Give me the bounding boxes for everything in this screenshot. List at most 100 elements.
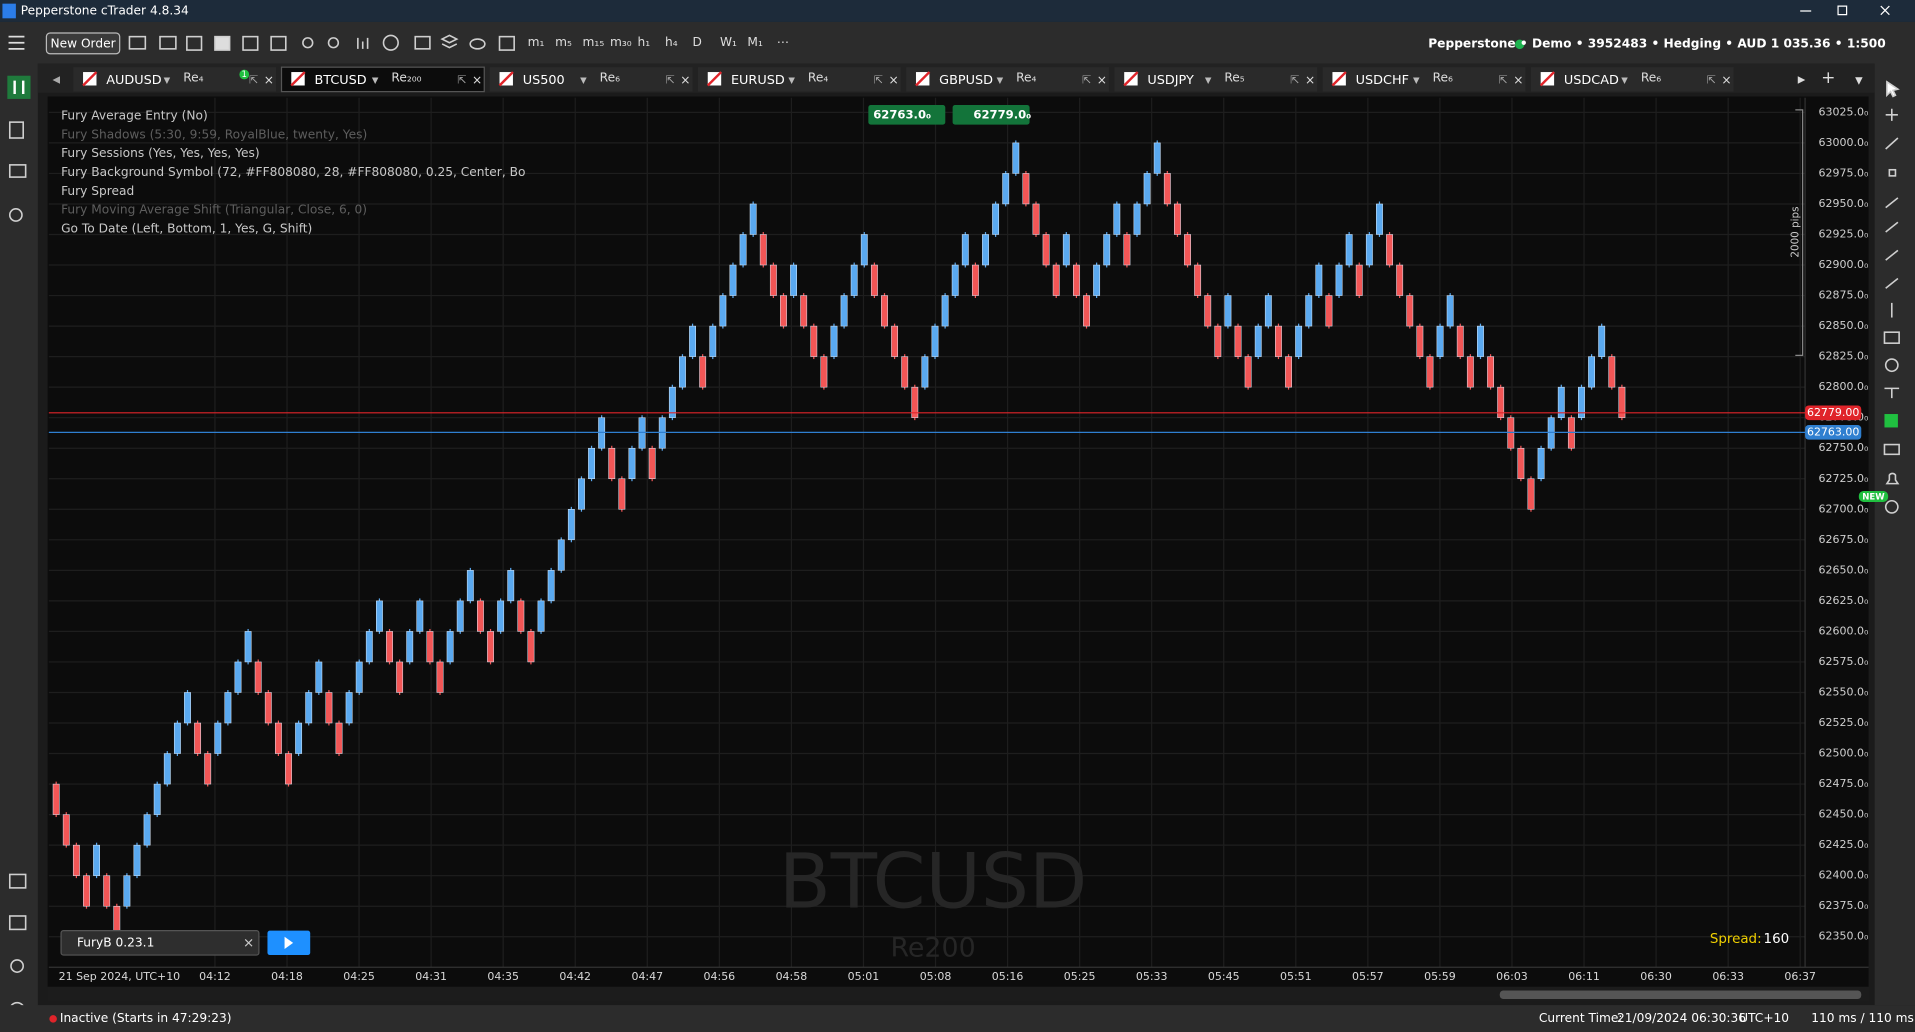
- renko-brick: [1618, 386, 1626, 418]
- sidebar-icons[interactable]: [7, 75, 31, 1019]
- renko-brick: [1335, 264, 1343, 296]
- indicator-label[interactable]: Fury Sessions (Yes, Yes, Yes, Yes): [61, 146, 260, 160]
- new-order-button[interactable]: [45, 32, 121, 55]
- tabs-scroll-right[interactable]: ▶: [1798, 74, 1806, 85]
- more-button[interactable]: ⋯: [777, 35, 789, 49]
- tab-timeframe[interactable]: Re₄: [808, 71, 828, 85]
- tab-close[interactable]: ×: [1721, 73, 1731, 87]
- tab[interactable]: [280, 66, 485, 93]
- timeframe-button[interactable]: W₁: [720, 35, 737, 49]
- scrollbar-thumb[interactable]: [1499, 990, 1862, 1000]
- timeframe-button[interactable]: m₃₀: [610, 35, 632, 49]
- tabs-menu[interactable]: ▼: [1855, 76, 1863, 87]
- tab-close[interactable]: ×: [888, 73, 898, 87]
- tab-close[interactable]: ×: [680, 73, 690, 87]
- renko-brick: [335, 722, 343, 754]
- renko-brick: [1093, 264, 1101, 296]
- tab[interactable]: [697, 67, 901, 92]
- tab-popout[interactable]: ⇱: [874, 74, 883, 87]
- tab-popout[interactable]: ⇱: [1290, 74, 1299, 87]
- timeframe-button[interactable]: m₁₅: [583, 35, 605, 49]
- timeframe-button[interactable]: D: [692, 35, 701, 49]
- tab-popout[interactable]: ⇱: [457, 74, 466, 87]
- renko-brick: [608, 447, 616, 479]
- indicator-label[interactable]: Fury Moving Average Shift (Triangular, C…: [61, 203, 367, 217]
- tab-popout[interactable]: ⇱: [249, 74, 258, 87]
- renko-brick: [507, 570, 515, 602]
- sell-button[interactable]: [868, 105, 946, 125]
- renko-brick: [517, 600, 525, 632]
- menu-button[interactable]: [8, 35, 25, 50]
- toolbar-icons[interactable]: [128, 34, 515, 51]
- tab-popout[interactable]: ⇱: [1499, 74, 1508, 87]
- bot-close[interactable]: ×: [243, 936, 254, 951]
- tab-timeframe[interactable]: Re₆: [1433, 71, 1453, 85]
- tab-timeframe[interactable]: Re₆: [600, 71, 620, 85]
- tab-timeframe[interactable]: Re₆: [1641, 71, 1661, 85]
- tab-arrow: ▼: [372, 76, 379, 86]
- add-tab[interactable]: +: [1821, 68, 1835, 88]
- renko-brick: [1275, 325, 1282, 357]
- tab[interactable]: [489, 67, 693, 92]
- renko-brick: [305, 692, 313, 724]
- timeframe-button[interactable]: h₄: [665, 35, 678, 49]
- indicator-label[interactable]: Go To Date (Left, Bottom, 1, Yes, G, Shi…: [61, 221, 312, 235]
- tab[interactable]: [1114, 67, 1318, 92]
- indicator-label[interactable]: Fury Average Entry (No): [61, 109, 208, 123]
- tab-timeframe[interactable]: Re₄: [1016, 71, 1036, 85]
- spread-value: 160: [1764, 932, 1790, 947]
- indicator-label[interactable]: Fury Background Symbol (72, #FF808080, 2…: [61, 165, 525, 179]
- tab[interactable]: [906, 67, 1109, 92]
- y-tick-label: 62850.0₀: [1819, 319, 1869, 332]
- tab-symbol: GBPUSD: [939, 73, 993, 88]
- tab-popout[interactable]: ⇱: [1082, 74, 1091, 87]
- timeframe-button[interactable]: m₁: [528, 35, 545, 49]
- renko-brick: [52, 783, 60, 815]
- tab-popout[interactable]: ⇱: [666, 74, 675, 87]
- window-controls[interactable]: [1800, 5, 1890, 16]
- renko-brick: [466, 570, 474, 602]
- renko-brick: [1305, 295, 1313, 327]
- bid-price-tag: [1805, 425, 1862, 440]
- y-tick-label: 62750.0₀: [1819, 441, 1869, 454]
- x-tick-label: 05:16: [992, 970, 1024, 983]
- tab-timeframe[interactable]: Re₄: [183, 71, 203, 85]
- bot-selector[interactable]: [60, 930, 260, 956]
- buy-button[interactable]: [952, 105, 1030, 125]
- chart-area: [47, 96, 1869, 987]
- renko-brick: [416, 600, 424, 632]
- renko-brick: [911, 386, 919, 418]
- x-tick-label: 04:35: [487, 970, 519, 983]
- indicator-label[interactable]: Fury Spread: [61, 184, 134, 198]
- tab-symbol: US500: [523, 73, 565, 88]
- tab-close[interactable]: ×: [1513, 73, 1523, 87]
- renko-brick: [194, 722, 202, 754]
- drawing-tools[interactable]: [1883, 80, 1900, 514]
- watermark-symbol: BTCUSD: [779, 838, 1087, 926]
- left-sidebar: [0, 63, 38, 1032]
- tab-close[interactable]: ×: [1305, 73, 1315, 87]
- timeframe-button[interactable]: h₁: [638, 35, 651, 49]
- renko-brick: [1184, 234, 1191, 266]
- tab-close[interactable]: ×: [1097, 73, 1107, 87]
- timeframe-button[interactable]: M₁: [747, 35, 763, 49]
- tab-popout[interactable]: ⇱: [1707, 74, 1716, 87]
- tab-timeframe[interactable]: Re₅: [1224, 71, 1244, 85]
- indicator-label[interactable]: Fury Shadows (5:30, 9:59, RoyalBlue, twe…: [61, 127, 367, 141]
- renko-brick: [1436, 325, 1444, 357]
- tab-close[interactable]: ×: [264, 73, 274, 87]
- latency: 110 ms / 110 ms: [1811, 1011, 1914, 1025]
- tab-close[interactable]: ×: [472, 73, 482, 87]
- timeframe-button[interactable]: m₅: [555, 35, 572, 49]
- tab-arrow: ▼: [164, 76, 171, 86]
- pips-ruler: [1795, 109, 1804, 357]
- tabs-scroll-left[interactable]: ◀: [53, 74, 61, 85]
- tab[interactable]: [1322, 67, 1526, 92]
- tab[interactable]: [1530, 67, 1734, 92]
- renko-brick: [1254, 325, 1262, 357]
- renko-brick: [1163, 173, 1171, 205]
- renko-brick: [951, 264, 959, 296]
- renko-brick: [709, 325, 717, 357]
- tab-timeframe[interactable]: Re₂₀₀: [391, 71, 421, 85]
